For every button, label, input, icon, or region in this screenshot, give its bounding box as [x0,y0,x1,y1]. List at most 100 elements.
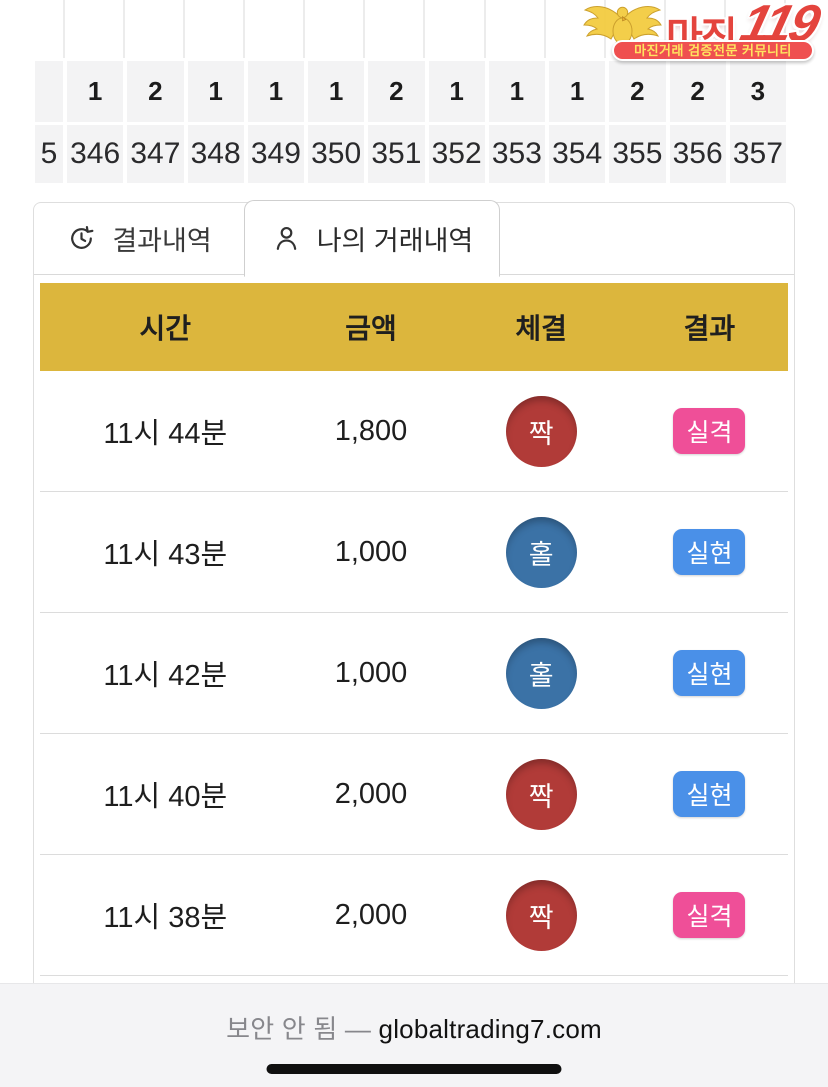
pick-label: 짝 [528,902,554,933]
round-empty-cell [365,0,426,58]
round-count-cell: 2 [368,61,425,122]
round-number-cell: 348 [187,125,244,183]
trade-result: 실현 [631,650,788,696]
trade-table-header: 시간 금액 체결 결과 [40,283,788,371]
round-count-cell: 1 [428,61,485,122]
trade-amount: 1,000 [334,656,408,689]
round-empty-cell [185,0,246,58]
header-time: 시간 [139,313,192,344]
brand-tagline: 마진거래 검증전문 커뮤니티 [612,40,814,61]
round-empty-cell [305,0,366,58]
round-count-cell: 1 [488,61,545,122]
round-empty-cell [425,0,486,58]
trade-row: 11시 38분 2,000 짝 실격 [40,855,788,976]
security-status: 보안 안 됨 [226,1014,338,1044]
trade-time: 11시 40분 [103,781,228,813]
round-number-row: 5 346 347 348 349 350 351 352 353 354 35… [35,125,786,183]
trade-amount: 2,000 [334,777,408,810]
address-bar[interactable]: 보안 안 됨 — globaltrading7.com [0,1009,828,1046]
trade-time: 11시 43분 [103,539,228,571]
brand-logo: 마진 119 마진거래 검증전문 커뮤니티 [578,0,828,66]
trade-result: 실격 [631,408,788,454]
round-number-cell: 350 [308,125,365,183]
round-number-cell: 346 [67,125,124,183]
trade-amount: 1,000 [334,535,408,568]
result-badge-fail: 실격 [673,408,746,454]
trade-pick: 홀 [451,516,631,588]
pick-circle-even: 짝 [505,758,577,830]
trade-row: 11시 40분 2,000 짝 실현 [40,734,788,855]
pick-label: 홀 [528,539,554,570]
round-number-cell: 356 [669,125,726,183]
results-grid[interactable]: 1 2 1 1 1 2 1 1 1 2 2 3 5 346 347 348 34… [35,0,786,183]
result-badge-win: 실현 [673,771,746,817]
trade-table: 시간 금액 체결 결과 11시 44분 1,800 짝 실격 11시 43분 1… [40,283,788,976]
round-count-cell: 1 [67,61,124,122]
round-count-cell: 1 [308,61,365,122]
pick-circle-even: 짝 [505,395,577,467]
round-empty-cell [485,0,546,58]
result-badge-win: 실현 [673,529,746,575]
round-number-cell: 351 [368,125,425,183]
round-number-cell: 349 [247,125,304,183]
result-badge-win: 실현 [673,650,746,696]
tab-results-history[interactable]: 결과내역 [34,203,244,274]
site-domain: globaltrading7.com [378,1014,602,1044]
browser-bottom-bar: 보안 안 됨 — globaltrading7.com [0,983,828,1087]
tab-my-trades[interactable]: 나의 거래내역 [244,200,500,277]
trade-pick: 짝 [451,879,631,951]
person-icon [276,226,296,250]
round-count-cell: 3 [729,61,786,122]
trade-pick: 짝 [451,395,631,467]
trade-amount: 1,800 [334,414,408,447]
round-empty-cell [125,0,186,58]
round-number-cell: 355 [609,125,666,183]
trade-amount: 2,000 [334,898,408,931]
header-pick: 체결 [515,313,567,344]
trade-pick: 짝 [451,758,631,830]
pick-label: 짝 [528,418,554,449]
round-number-cell: 352 [428,125,485,183]
round-number-cell: 353 [488,125,545,183]
trades-card: 결과내역 나의 거래내역 시간 금액 체결 결과 11시 44분 1,800 [33,200,795,1087]
round-count-cell [35,61,63,122]
trade-result: 실현 [631,529,788,575]
round-empty-cell [35,0,65,58]
trade-row: 11시 44분 1,800 짝 실격 [40,371,788,492]
round-count-cell: 1 [187,61,244,122]
trade-time: 11시 44분 [103,418,228,450]
result-badge-fail: 실격 [673,892,746,938]
trade-time: 11시 38분 [103,902,228,934]
pick-label: 짝 [528,781,554,812]
trade-time: 11시 42분 [103,660,228,692]
round-empty-cell [65,0,126,58]
header-result: 결과 [683,313,736,344]
pick-circle-odd: 홀 [505,516,577,588]
history-icon [71,226,94,249]
round-empty-row [35,0,786,58]
url-separator: — [344,1014,372,1044]
round-empty-cell [245,0,306,58]
trade-row: 11시 43분 1,000 홀 실현 [40,492,788,613]
round-count-cell: 2 [127,61,184,122]
round-count-cell: 2 [669,61,726,122]
tab-label: 결과내역 [112,226,212,256]
round-count-cell: 1 [549,61,606,122]
round-count-cell: 2 [609,61,666,122]
trade-result: 실격 [631,892,788,938]
trade-result: 실현 [631,771,788,817]
pick-label: 홀 [528,660,554,691]
tab-label: 나의 거래내역 [316,226,474,256]
round-number-cell: 5 [35,125,63,183]
home-indicator[interactable] [266,1064,562,1074]
round-count-cell: 1 [247,61,304,122]
round-count-row: 1 2 1 1 1 2 1 1 1 2 2 3 [35,61,786,122]
pick-circle-odd: 홀 [505,637,577,709]
header-amount: 금액 [345,313,397,344]
trade-pick: 홀 [451,637,631,709]
trade-row: 11시 42분 1,000 홀 실현 [40,613,788,734]
round-number-cell: 357 [729,125,786,183]
pick-circle-even: 짝 [505,879,577,951]
tab-bar: 결과내역 나의 거래내역 [34,200,794,277]
